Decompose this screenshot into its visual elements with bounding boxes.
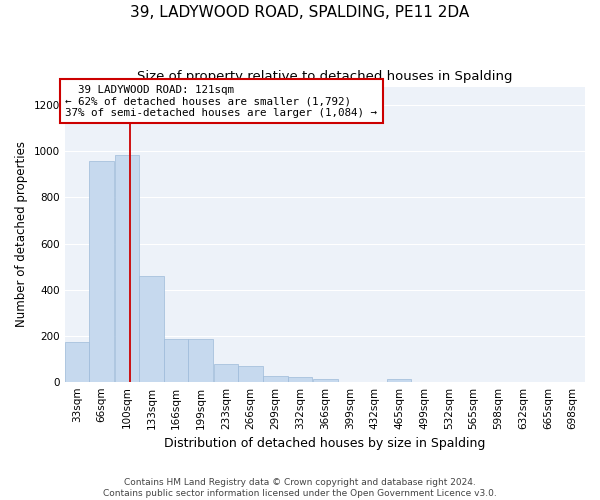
Bar <box>65 342 89 382</box>
Bar <box>313 379 338 382</box>
Bar <box>287 377 312 382</box>
Text: 39, LADYWOOD ROAD, SPALDING, PE11 2DA: 39, LADYWOOD ROAD, SPALDING, PE11 2DA <box>130 5 470 20</box>
Bar <box>139 276 164 382</box>
Bar <box>89 160 114 382</box>
Bar <box>115 155 139 382</box>
Bar <box>164 338 188 382</box>
Title: Size of property relative to detached houses in Spalding: Size of property relative to detached ho… <box>137 70 512 83</box>
Bar <box>387 379 412 382</box>
Text: 39 LADYWOOD ROAD: 121sqm
← 62% of detached houses are smaller (1,792)
37% of sem: 39 LADYWOOD ROAD: 121sqm ← 62% of detach… <box>65 84 377 118</box>
Y-axis label: Number of detached properties: Number of detached properties <box>15 142 28 328</box>
Bar <box>214 364 238 382</box>
Bar <box>238 366 263 382</box>
Bar <box>188 338 213 382</box>
Text: Contains HM Land Registry data © Crown copyright and database right 2024.
Contai: Contains HM Land Registry data © Crown c… <box>103 478 497 498</box>
X-axis label: Distribution of detached houses by size in Spalding: Distribution of detached houses by size … <box>164 437 485 450</box>
Bar <box>263 376 287 382</box>
